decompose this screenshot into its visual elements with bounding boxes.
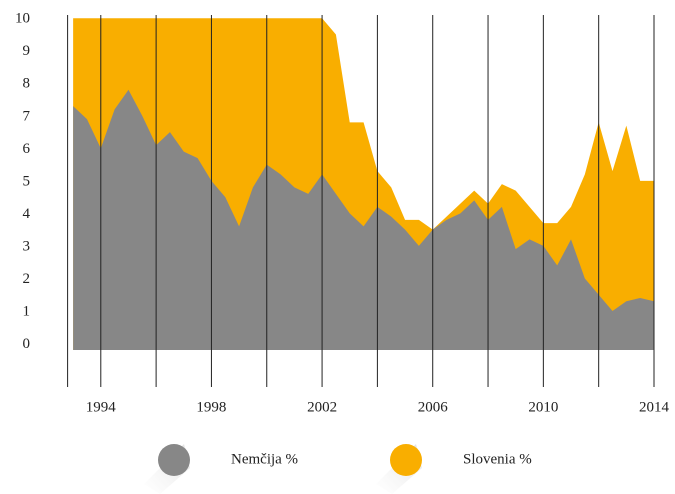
y-tick-label: 0 [23, 336, 31, 352]
y-tick-label: 7 [23, 108, 31, 124]
x-tick-label: 2010 [528, 399, 558, 415]
y-tick-label: 9 [23, 43, 31, 59]
y-tick-label: 2 [23, 271, 31, 287]
y-tick-label: 3 [23, 238, 31, 254]
grid: 1994 1998 2002 2006 2010 2014 0 1 2 3 4 5 6 7 8 9 10 [15, 11, 670, 416]
y-tick-label: 6 [23, 141, 31, 157]
y-tick-label: 4 [23, 206, 31, 222]
legend-swatch [158, 444, 190, 476]
y-tick-label: 1 [23, 303, 31, 319]
x-tick-label: 2002 [307, 399, 337, 415]
area [73, 89, 654, 351]
legend-swatch [390, 444, 422, 476]
y-tick-label: 5 [23, 173, 31, 189]
y-tick-label: 8 [23, 76, 31, 92]
legend: Nemčija % Slovenia % [144, 444, 532, 494]
legend-label: Nemčija % [231, 451, 298, 467]
x-tick-label: 2006 [418, 399, 449, 415]
legend-label: Slovenia % [463, 451, 532, 467]
x-tick-label: 1998 [196, 399, 226, 415]
x-tick-label: 2014 [639, 399, 670, 415]
y-tick-label: 10 [15, 11, 30, 27]
x-tick-label: 1994 [86, 399, 117, 415]
plot-area [73, 18, 654, 351]
